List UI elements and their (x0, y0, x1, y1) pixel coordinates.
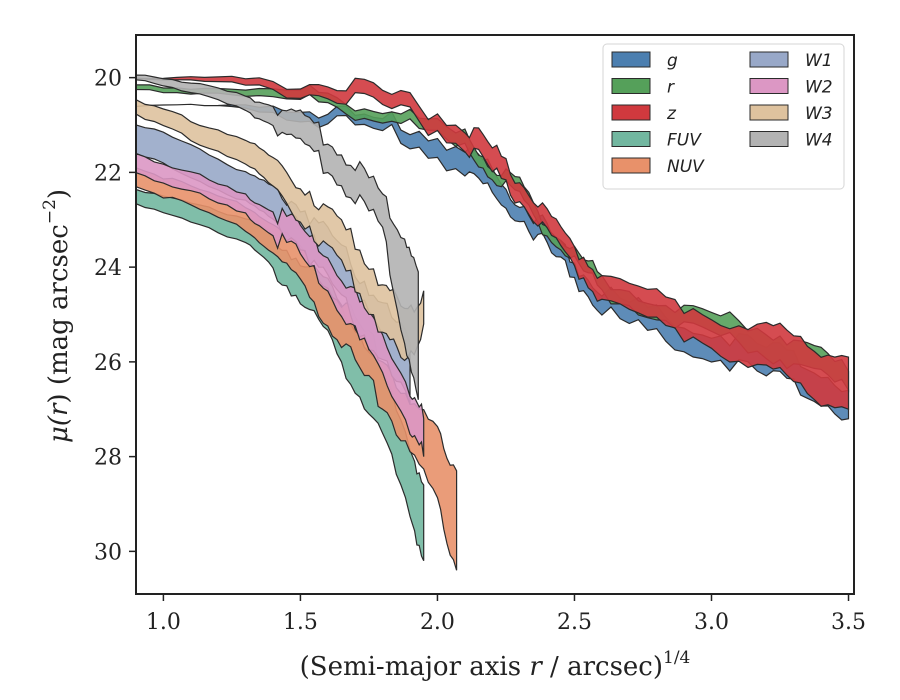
x-ticks: 1.0 1.5 2.0 2.5 3.0 3.5 (146, 594, 866, 635)
legend-label-nuv: NUV (667, 157, 705, 177)
legend-swatch-g (611, 51, 651, 68)
legend-label-fuv: FUV (667, 131, 702, 151)
legend-swatch-w4 (749, 131, 789, 147)
y-ticks: 20 22 24 26 28 30 (94, 67, 136, 565)
legend-swatch-w3 (749, 104, 789, 121)
legend-swatch-w2 (749, 78, 789, 94)
y-tick-label: 20 (94, 67, 122, 92)
y-tick-label: 24 (94, 256, 122, 281)
y-tick-label: 22 (94, 161, 122, 186)
legend-swatch-fuv (611, 131, 651, 147)
legend-swatch-w1 (749, 51, 789, 68)
legend-swatch-z (611, 104, 651, 121)
band-z (135, 75, 850, 411)
legend-label-g: g (667, 51, 678, 71)
x-tick-label: 1.0 (146, 610, 181, 635)
legend-label-w4: W4 (805, 131, 833, 151)
x-tick-label: 3.5 (831, 610, 866, 635)
legend-label-r: r (667, 78, 675, 98)
legend-label-w3: W3 (805, 104, 833, 124)
x-tick-label: 3.0 (694, 610, 729, 635)
y-tick-label: 30 (94, 540, 122, 565)
bands-layer (135, 74, 850, 571)
y-tick-label: 26 (94, 351, 122, 376)
y-tick-label: 28 (94, 446, 122, 471)
x-axis-label: (Semi-major axis r / arcsec)1/4 (300, 648, 691, 682)
legend: grz FUV NUV W1 W2 W3 W4 (602, 43, 845, 190)
legend-label-w2: W2 (805, 78, 833, 98)
x-tick-label: 1.5 (283, 610, 318, 635)
x-tick-label: 2.0 (420, 610, 455, 635)
plot-frame (135, 34, 855, 595)
legend-label-z: z (666, 104, 677, 124)
band-w3 (135, 98, 425, 362)
y-axis-label: μ(r) (mag arcsec−2) (40, 189, 74, 443)
x-tick-label: 2.5 (557, 610, 592, 635)
legend-swatch-r (611, 78, 651, 94)
band-w4 (135, 74, 419, 400)
legend-swatch-nuv (611, 157, 651, 174)
legend-label-w1: W1 (805, 51, 833, 71)
